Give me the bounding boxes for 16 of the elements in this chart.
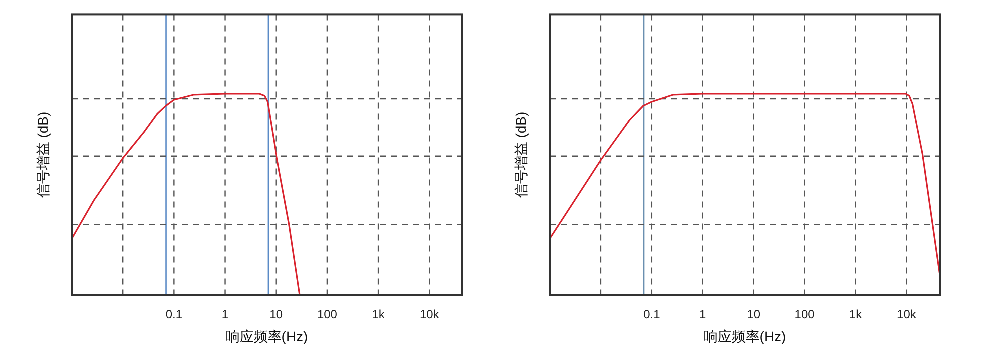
x-tick-label: 1k xyxy=(372,307,386,322)
x-tick-label: 1 xyxy=(700,307,707,322)
x-tick-label: 1k xyxy=(849,307,864,322)
x-tick-label: 10 xyxy=(270,307,284,322)
x-tick-label: 10k xyxy=(420,307,440,322)
y-axis-title: 信号增益 (dB) xyxy=(513,112,529,198)
x-tick-label: 1 xyxy=(222,307,229,322)
x-tick-label: 0.1 xyxy=(166,307,183,322)
x-tick-label: 10 xyxy=(747,307,761,322)
x-tick-label: 0.1 xyxy=(644,307,661,322)
x-axis-title: 响应频率(Hz) xyxy=(226,328,308,344)
y-axis-title: 信号增益 (dB) xyxy=(35,112,51,198)
x-tick-label: 100 xyxy=(317,307,338,322)
x-tick-label: 10k xyxy=(897,307,918,322)
x-axis-title: 响应频率(Hz) xyxy=(704,328,786,344)
x-tick-label: 100 xyxy=(794,307,816,322)
